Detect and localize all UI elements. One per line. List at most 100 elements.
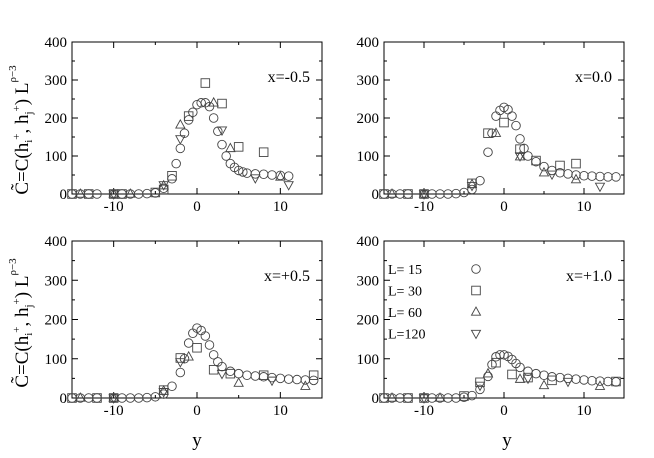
series-2 xyxy=(379,357,621,403)
data-point xyxy=(467,390,477,401)
series-2 xyxy=(379,117,581,199)
data-point xyxy=(435,189,445,199)
data-point xyxy=(175,143,186,154)
series-3 xyxy=(386,367,606,402)
data-point xyxy=(459,187,469,198)
y-tick-label: 200 xyxy=(357,313,380,329)
data-point xyxy=(514,152,526,162)
x-tick-label: 10 xyxy=(273,403,288,419)
data-point xyxy=(292,374,302,385)
data-point xyxy=(595,171,605,182)
data-point xyxy=(250,174,261,184)
data-point xyxy=(474,381,486,392)
data-point xyxy=(283,181,294,191)
legend-marker xyxy=(470,329,482,340)
data-point xyxy=(491,357,501,368)
svg-text:C̃=C(hi+, hj+) Lρ−3: C̃=C(hi+, hj+) Lρ−3 xyxy=(7,65,35,195)
data-point xyxy=(258,169,269,179)
y-tick-label: 200 xyxy=(45,111,68,127)
data-point xyxy=(250,371,261,381)
data-point xyxy=(514,373,526,383)
data-point xyxy=(539,370,549,380)
data-point xyxy=(158,184,169,195)
data-point xyxy=(233,165,244,176)
data-point xyxy=(595,376,605,386)
data-point xyxy=(459,391,469,401)
x-tick-label: 10 xyxy=(577,403,592,419)
data-point xyxy=(233,377,244,387)
data-point xyxy=(108,188,119,198)
data-point xyxy=(418,394,430,404)
data-point xyxy=(217,98,227,109)
data-point xyxy=(587,171,597,181)
data-point xyxy=(386,188,398,198)
data-point xyxy=(258,370,269,380)
data-point xyxy=(150,392,161,402)
data-point xyxy=(483,128,493,138)
data-point xyxy=(603,172,613,182)
data-point xyxy=(395,189,405,199)
y-tick-label: 100 xyxy=(45,149,68,165)
data-point xyxy=(308,375,319,386)
data-point xyxy=(92,393,102,403)
data-point xyxy=(403,393,413,403)
data-point xyxy=(108,392,119,402)
data-point xyxy=(225,142,236,153)
data-point xyxy=(395,393,405,403)
x-tick-label: 10 xyxy=(577,199,592,215)
data-point xyxy=(175,358,186,368)
data-point xyxy=(587,375,597,386)
series-3 xyxy=(386,127,582,198)
data-point xyxy=(515,144,525,154)
data-point xyxy=(547,375,557,386)
data-point xyxy=(418,188,430,198)
data-point xyxy=(108,190,119,200)
data-point xyxy=(200,331,211,341)
y-tick-label: 200 xyxy=(45,313,68,329)
data-point xyxy=(225,368,236,379)
panel-1: 0 100 200 300 400 -10 0 10 x=-0.5 xyxy=(45,35,323,215)
data-point xyxy=(546,170,558,181)
data-point xyxy=(283,374,294,384)
panel-annotation: x=-0.5 xyxy=(268,69,310,86)
data-point xyxy=(158,179,169,190)
data-point xyxy=(571,158,581,169)
data-point xyxy=(386,392,398,402)
data-point xyxy=(515,134,525,144)
data-point xyxy=(563,169,573,179)
legend-marker xyxy=(470,306,482,316)
data-point xyxy=(571,170,581,180)
data-point xyxy=(196,98,206,108)
data-point xyxy=(603,376,613,387)
data-point xyxy=(443,189,453,199)
data-point xyxy=(208,350,219,360)
data-point xyxy=(192,343,202,353)
data-point xyxy=(175,135,186,145)
data-point xyxy=(158,181,169,191)
data-point xyxy=(579,375,589,385)
panel-3: 0 100 200 300 400 -10 0 10 x=+0.5 xyxy=(45,234,323,419)
y-tick-label: 300 xyxy=(357,73,380,89)
data-point xyxy=(158,385,169,395)
data-point xyxy=(539,161,549,172)
y-axis-title-main: C̃=C(h xyxy=(10,142,33,194)
y-axis-title-bottom: C̃=C(hi+, hj+) Lρ−3 xyxy=(7,258,35,388)
data-point xyxy=(216,126,228,137)
series-3 xyxy=(75,350,311,402)
legend-label: L= 60 xyxy=(388,306,422,321)
data-point xyxy=(451,188,461,199)
data-point xyxy=(555,372,565,383)
data-point xyxy=(507,369,517,380)
data-point xyxy=(217,139,227,150)
y-tick-label: 300 xyxy=(357,273,380,289)
data-point xyxy=(427,393,437,403)
data-point xyxy=(531,155,541,166)
x-tick-label: -10 xyxy=(104,403,124,419)
data-point xyxy=(579,171,589,181)
series-4 xyxy=(418,152,606,200)
y-tick-label: 400 xyxy=(357,234,380,250)
data-point xyxy=(216,369,228,380)
data-point xyxy=(466,181,478,192)
data-point xyxy=(158,388,169,398)
